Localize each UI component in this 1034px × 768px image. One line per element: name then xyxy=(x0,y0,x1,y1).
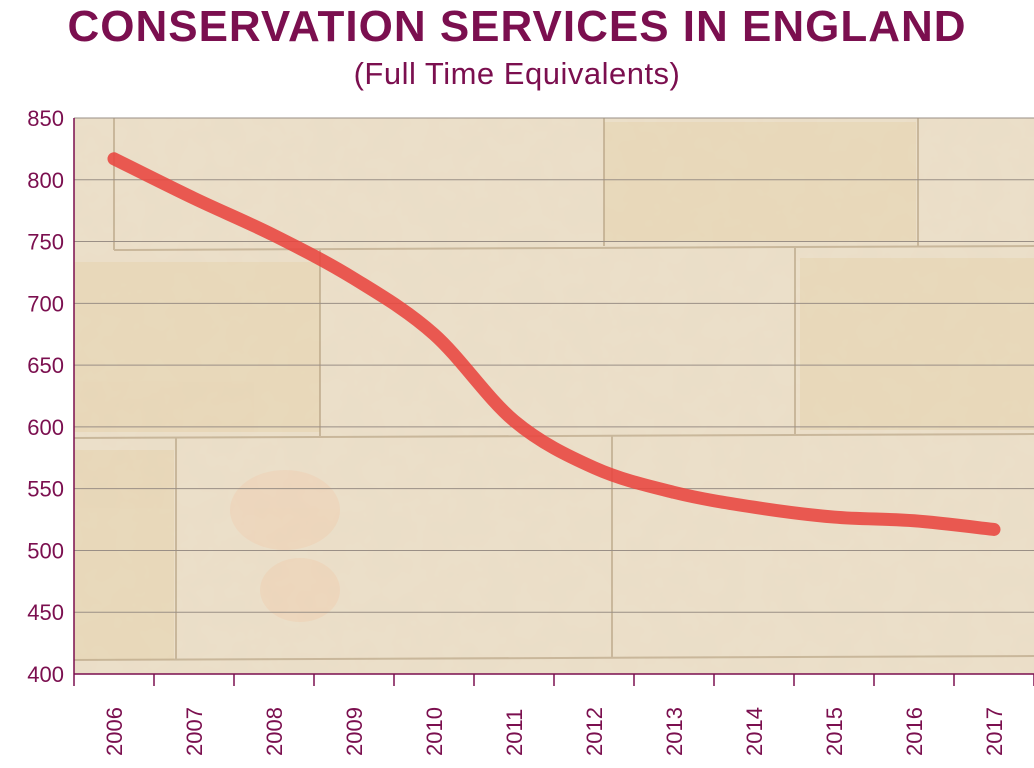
y-tick-label-400: 400 xyxy=(27,662,64,687)
stone-wall-background xyxy=(73,118,1034,674)
x-tick-label-2011: 2011 xyxy=(502,709,527,756)
x-tick-label-2008: 2008 xyxy=(262,707,287,756)
y-tick-label-700: 700 xyxy=(27,291,64,316)
y-tick-label-750: 750 xyxy=(27,230,64,255)
y-tick-label-850: 850 xyxy=(27,106,64,131)
x-tick-label-2016: 2016 xyxy=(902,707,927,756)
y-tick-label-800: 800 xyxy=(27,168,64,193)
x-axis-tick-labels: 2006 2007 2008 2009 2010 2011 2012 2013 2014 2015… xyxy=(102,707,1007,756)
y-tick-label-500: 500 xyxy=(27,538,64,563)
x-tick-label-2010: 2010 xyxy=(422,707,447,756)
x-tick-label-2014: 2014 xyxy=(742,707,767,756)
x-tick-label-2012: 2012 xyxy=(582,707,607,756)
x-tick-label-2009: 2009 xyxy=(342,707,367,756)
chart-subtitle: (Full Time Equivalents) xyxy=(353,56,681,91)
y-tick-label-600: 600 xyxy=(27,415,64,440)
x-tick-label-2006: 2006 xyxy=(102,707,127,756)
y-tick-label-550: 550 xyxy=(27,477,64,502)
x-tick-label-2013: 2013 xyxy=(662,707,687,756)
y-tick-label-650: 650 xyxy=(27,353,64,378)
y-tick-label-450: 450 xyxy=(27,600,64,625)
series-lines xyxy=(107,152,1001,536)
chart-title: CONSERVATION SERVICES IN ENGLAND xyxy=(67,2,967,51)
y-axis-tick-labels: 400 450 500 550 600 650 700 750 800 850 xyxy=(27,106,64,687)
axes xyxy=(73,118,1034,686)
x-tick-label-2007: 2007 xyxy=(182,707,207,756)
x-tick-label-2017: 2017 xyxy=(982,707,1007,756)
x-tick-label-2015: 2015 xyxy=(822,707,847,756)
